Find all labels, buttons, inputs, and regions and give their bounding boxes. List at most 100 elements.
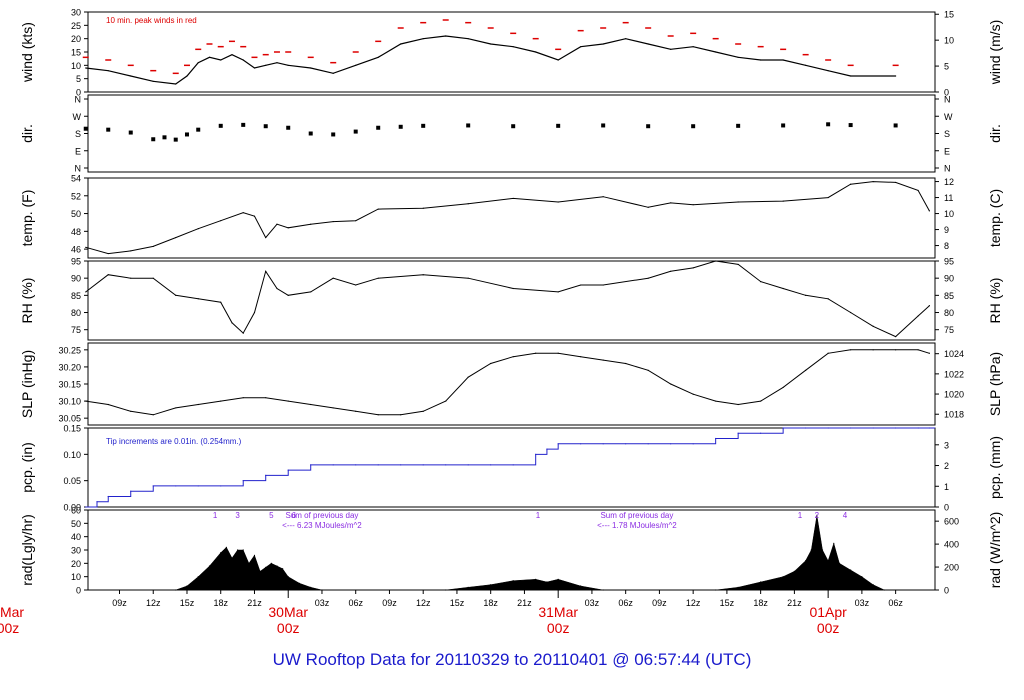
ytick-left-label: 0.10 [63, 450, 81, 460]
series-point-rh [715, 260, 717, 262]
ytick-right-label: 10 [944, 209, 954, 219]
xtick-label: 18z [753, 598, 768, 608]
series-point-wind [850, 75, 852, 77]
precip-point [737, 432, 739, 434]
direction-point [398, 124, 403, 129]
precip-line [85, 427, 935, 508]
day-sub-label: 00z [277, 620, 300, 636]
radiation-annotation: <--- 1.78 MJoules/m^2 [597, 521, 677, 530]
series-point-wind [208, 56, 211, 58]
ytick-left-label: 75 [71, 325, 81, 335]
day-label: 01Apr [809, 604, 847, 620]
ytick-right-label: 200 [944, 563, 959, 573]
series-point-wind [377, 56, 379, 58]
xtick-label: 09z [652, 598, 667, 608]
ytick-left-label: 85 [71, 291, 81, 301]
ylabel-right-temp: temp. (C) [987, 189, 1003, 247]
radiation-point [175, 589, 177, 591]
radiation-point [833, 542, 835, 544]
radiation-point [883, 589, 885, 591]
direction-point [162, 135, 167, 140]
ytick-right-label: S [944, 129, 950, 139]
series-point-wind [152, 80, 154, 82]
precip-point [445, 464, 447, 466]
ytick-left-label: 0.05 [63, 476, 81, 486]
series-point-slp [805, 369, 807, 371]
series-point-wind [107, 70, 109, 72]
day-label: 30Mar [268, 604, 308, 620]
direction-point [151, 137, 156, 142]
xtick-label: 06z [348, 598, 363, 608]
direction-point [601, 123, 606, 128]
ytick-right-label: 2 [944, 461, 949, 471]
radiation-point [535, 578, 537, 580]
direction-point [128, 130, 133, 135]
ytick-left-label: 52 [71, 191, 81, 201]
ytick-left-label: 0.15 [63, 424, 81, 434]
radiation-mark: 1 [213, 511, 218, 520]
series-point-slp [107, 403, 109, 406]
ytick-right-label: 9 [944, 225, 949, 235]
xtick-label: 18z [483, 598, 498, 608]
day-sub-label: 00z [547, 620, 570, 636]
series-point-rh [231, 322, 233, 324]
ytick-right-label: 90 [944, 274, 954, 284]
precip-point [805, 427, 807, 429]
radiation-point [715, 589, 717, 591]
series-point-temp [175, 236, 177, 239]
ytick-left-label: 30.20 [58, 362, 81, 372]
series-point-temp [928, 210, 930, 212]
ytick-right-label: 10 [944, 36, 954, 46]
precip-point [130, 490, 132, 492]
series-point-slp [872, 349, 874, 351]
ytick-right-label: 3 [944, 440, 949, 450]
ylabel-left-rad: rad(Lgly/hr) [19, 514, 35, 586]
series-point-slp [242, 397, 244, 399]
series-point-temp [557, 201, 559, 203]
day-label-partial: Mar [0, 604, 24, 620]
series-point-wind [445, 35, 447, 37]
radiation-point [253, 554, 256, 556]
radiation-point [557, 578, 559, 580]
series-point-rh [276, 287, 278, 290]
series-point-temp [355, 220, 357, 222]
uw-rooftop-chart: wind (kts) wind (m/s)05101520253005101510… [0, 8, 1003, 637]
series-point-temp [276, 223, 278, 225]
precip-point [670, 443, 672, 445]
series-point-temp [332, 220, 334, 223]
radiation-point [816, 514, 818, 516]
series-point-wind [197, 62, 199, 64]
series-point-slp [175, 407, 177, 409]
radiation-mark: 1 [798, 511, 803, 520]
ytick-left-label: 0.00 [63, 503, 81, 513]
radiation-point [827, 560, 829, 562]
precip-point [782, 427, 784, 429]
series-point-wind [715, 51, 717, 53]
ylabel-left-dir: dir. [19, 124, 35, 143]
xtick-label: 15z [180, 598, 195, 608]
xtick-label: 21z [517, 598, 532, 608]
ylabel-right-rad: rad (W/m^2) [987, 512, 1003, 589]
ytick-left-label: N [75, 95, 82, 105]
series-point-rh [152, 277, 154, 279]
ytick-right-label: N [944, 164, 951, 174]
series-point-slp [625, 362, 627, 365]
precip-point [625, 443, 627, 445]
series-point-temp [287, 227, 289, 229]
precip-point [107, 495, 109, 498]
direction-point [511, 124, 516, 129]
series-point-temp [512, 197, 514, 200]
series-point-rh [355, 284, 357, 286]
radiation-mark: 6 [292, 511, 297, 520]
series-point-slp [670, 383, 672, 385]
direction-point [331, 132, 336, 137]
series-point-temp [737, 201, 739, 203]
radiation-point [197, 576, 199, 578]
series-point-rh [422, 274, 424, 276]
ytick-left-label: N [75, 164, 82, 174]
ytick-left-label: 95 [71, 257, 81, 267]
series-point-wind [692, 46, 694, 48]
precip-point [85, 506, 87, 508]
precip-point [827, 427, 829, 429]
series-point-wind [265, 64, 267, 66]
